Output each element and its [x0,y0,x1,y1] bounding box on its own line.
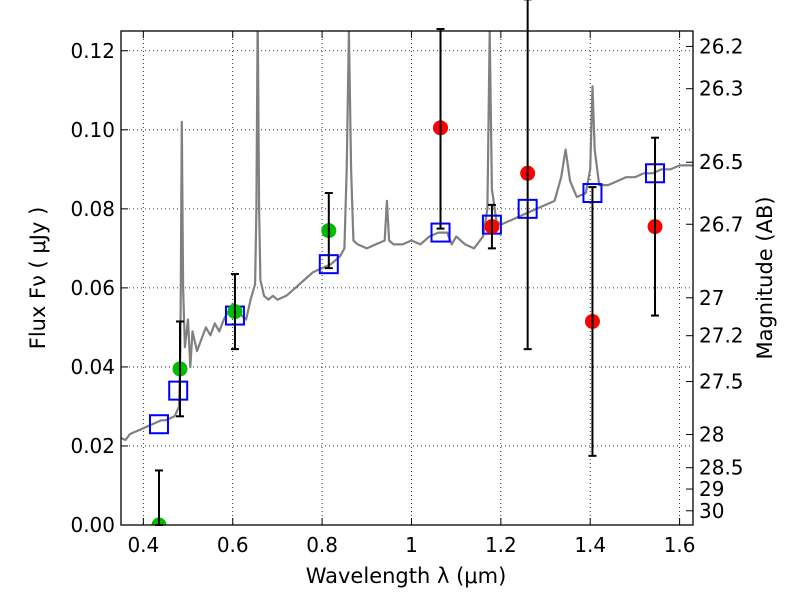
model-point [168,380,189,401]
y-tick-label: 0.12 [70,39,115,63]
y2-tick-label: 27.2 [699,324,744,348]
axis-ticks: 0.4 0.6 0.8 1 1.2 1.4 1.6 0.00 0.02 0.04 0.06 0.08 0… [70,31,744,557]
y2-tick-label: 26.5 [699,150,744,174]
x-axis-title: Wavelength λ (μm) [306,564,507,588]
y2-tick-label: 26.3 [699,77,744,101]
y2-tick-label: 26.7 [699,212,744,236]
y2-tick-label: 29 [699,477,724,501]
spectrum-line [121,31,693,442]
x-tick-label: 0.8 [306,533,338,557]
y2-tick-label: 26.2 [699,34,744,58]
x-tick-label: 1.2 [485,533,517,557]
x-tick-label: 0.4 [127,533,159,557]
y-tick-label: 0.06 [70,276,115,300]
y-tick-label: 0.08 [70,197,115,221]
x-tick-label: 1 [405,533,418,557]
y2-axis-title: Magnitude (AB) [753,196,777,359]
y2-tick-label: 30 [699,499,724,523]
y2-tick-label: 27 [699,286,724,310]
y-tick-label: 0.00 [70,513,115,537]
y-tick-label: 0.10 [70,118,115,142]
x-tick-label: 1.6 [664,533,696,557]
y-tick-label: 0.02 [70,434,115,458]
y2-tick-label: 27.5 [699,370,744,394]
y-tick-label: 0.04 [70,355,115,379]
error-bars [154,0,660,526]
y2-tick-label: 28 [699,422,724,446]
plot-frame [120,30,694,526]
model-point [148,414,169,435]
x-tick-label: 1.4 [574,533,606,557]
y-axis-title: Flux Fν ( μJy ) [26,207,50,350]
y2-tick-label: 28.5 [699,456,744,480]
x-tick-label: 0.6 [217,533,249,557]
